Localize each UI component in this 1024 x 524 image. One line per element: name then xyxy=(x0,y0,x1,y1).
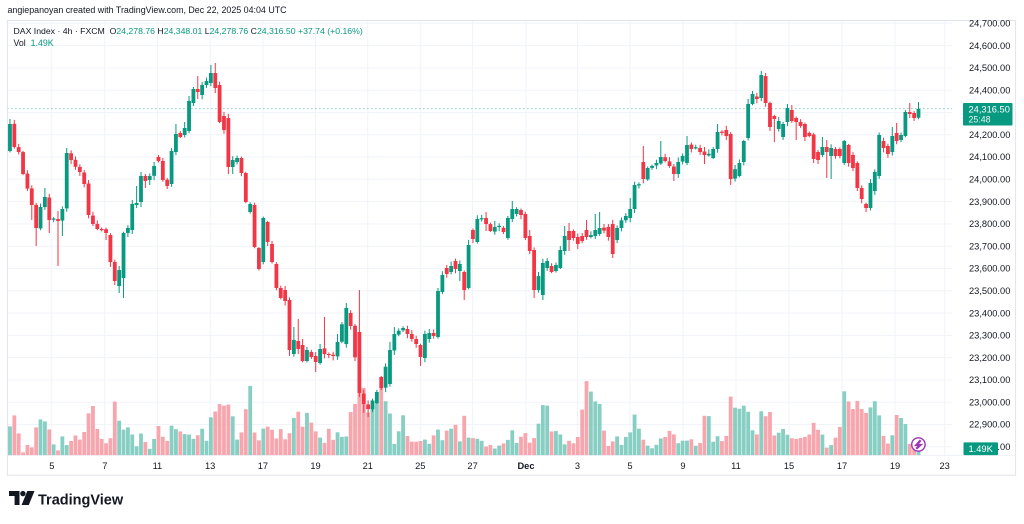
svg-text:23,400.00: 23,400.00 xyxy=(969,308,1010,318)
svg-text:11: 11 xyxy=(731,461,741,471)
svg-text:9: 9 xyxy=(680,461,685,471)
svg-text:TradingView: TradingView xyxy=(38,493,124,509)
svg-text:23,500.00: 23,500.00 xyxy=(969,286,1010,296)
svg-text:23,600.00: 23,600.00 xyxy=(969,264,1010,274)
svg-text:23,300.00: 23,300.00 xyxy=(969,331,1010,341)
svg-text:24,100.00: 24,100.00 xyxy=(969,152,1010,162)
svg-text:24,600.00: 24,600.00 xyxy=(969,41,1010,51)
svg-text:24,500.00: 24,500.00 xyxy=(969,63,1010,73)
svg-text:23,100.00: 23,100.00 xyxy=(969,375,1010,385)
svg-text:3: 3 xyxy=(575,461,580,471)
svg-text:5: 5 xyxy=(49,461,54,471)
svg-text:24,316.50: 24,316.50 xyxy=(969,104,1010,114)
svg-text:24,000.00: 24,000.00 xyxy=(969,175,1010,185)
svg-text:17: 17 xyxy=(258,461,268,471)
svg-text:22,900.00: 22,900.00 xyxy=(969,420,1010,430)
svg-text:11: 11 xyxy=(153,461,163,471)
svg-text:23,000.00: 23,000.00 xyxy=(969,397,1010,407)
svg-text:27: 27 xyxy=(467,461,477,471)
svg-text:19: 19 xyxy=(310,461,320,471)
svg-text:19: 19 xyxy=(890,461,900,471)
svg-text:24,200.00: 24,200.00 xyxy=(969,130,1010,140)
svg-text:23,900.00: 23,900.00 xyxy=(969,197,1010,207)
svg-text:24,400.00: 24,400.00 xyxy=(969,85,1010,95)
svg-text:5: 5 xyxy=(627,461,632,471)
svg-text:15: 15 xyxy=(784,461,794,471)
svg-text:7: 7 xyxy=(102,461,107,471)
svg-text:17: 17 xyxy=(837,461,847,471)
svg-text:Dec: Dec xyxy=(517,461,534,471)
svg-text:1.49K: 1.49K xyxy=(969,444,994,454)
svg-text:23: 23 xyxy=(940,461,950,471)
svg-text:23,700.00: 23,700.00 xyxy=(969,241,1010,251)
svg-text:23,800.00: 23,800.00 xyxy=(969,219,1010,229)
svg-text:21: 21 xyxy=(363,461,373,471)
svg-text:25: 25 xyxy=(415,461,425,471)
svg-text:23,200.00: 23,200.00 xyxy=(969,353,1010,363)
svg-text:25:48: 25:48 xyxy=(969,114,991,124)
svg-text:13: 13 xyxy=(205,461,215,471)
svg-text:24,700.00: 24,700.00 xyxy=(969,19,1010,29)
